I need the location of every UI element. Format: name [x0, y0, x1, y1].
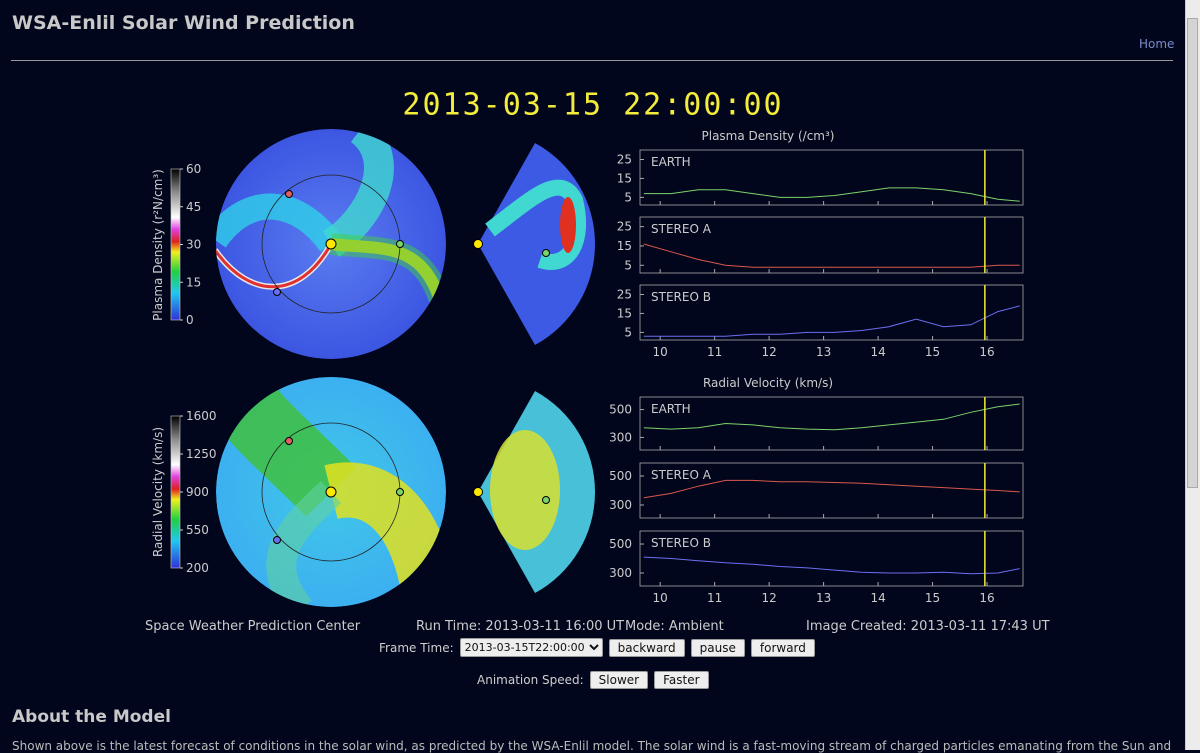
y-tick-label: 300 [609, 498, 632, 512]
panel-frame [639, 530, 1024, 587]
footer-run-time: Run Time: 2013-03-11 16:00 UT [416, 619, 624, 634]
panel-name: EARTH [651, 402, 691, 416]
colorbar-tick-label: 0 [186, 313, 194, 327]
frame-select[interactable]: 2013-03-15T22:00:00 [459, 638, 603, 657]
x-tick-label: 16 [979, 345, 994, 359]
x-tick-label: 12 [761, 591, 776, 605]
x-tick-label: 13 [816, 345, 831, 359]
home-link[interactable]: Home [1139, 37, 1175, 51]
colorbar-tick-label: 900 [186, 485, 209, 499]
frame-timestamp: 2013-03-15 22:00:00 [402, 88, 783, 123]
x-tick-label: 14 [870, 591, 885, 605]
footer-mode: Mode: Ambient [625, 619, 724, 634]
pause-button[interactable]: pause [690, 638, 745, 657]
y-tick-label: 500 [609, 469, 632, 483]
faster-button[interactable]: Faster [654, 671, 709, 689]
footer-center: Space Weather Prediction Center [145, 619, 361, 634]
panel-name: EARTH [651, 155, 691, 169]
panel-name: STEREO B [651, 290, 711, 304]
y-tick-label: 25 [617, 220, 632, 234]
forecast-figure: 2013-03-15 22:00:00 Plasma Density (r²N/… [145, 88, 1050, 635]
colorbar-tick-label: 200 [186, 561, 209, 575]
x-tick-label: 14 [870, 345, 885, 359]
y-tick-label: 5 [624, 190, 632, 204]
footer-created: Image Created: 2013-03-11 17:43 UT [806, 619, 1050, 634]
y-tick-label: 300 [609, 430, 632, 444]
y-tick-label: 5 [624, 325, 632, 339]
colorbar-tick-label: 45 [186, 200, 201, 214]
page-title: WSA-Enlil Solar Wind Prediction [12, 12, 355, 34]
frame-label: Frame Time: [379, 640, 454, 655]
series-line [643, 403, 1020, 431]
panel-frame [639, 462, 1024, 519]
plot-title: Radial Velocity (km/s) [703, 376, 833, 390]
x-tick-label: 10 [653, 591, 668, 605]
about-text: Shown above is the latest forecast of co… [12, 739, 1172, 753]
y-tick-label: 15 [617, 239, 632, 253]
figure-footer: Space Weather Prediction Center Run Time… [145, 619, 1050, 634]
panel-frame [639, 284, 1024, 341]
colorbar-tick-label: 1600 [186, 409, 217, 423]
x-tick-label: 12 [761, 345, 776, 359]
scrollbar-thumb[interactable] [1187, 18, 1198, 488]
frame-controls: Frame Time: 2013-03-15T22:00:00 backward… [379, 638, 815, 657]
y-tick-label: 500 [609, 537, 632, 551]
panel-name: STEREO A [651, 222, 712, 236]
colorbar-tick-label: 60 [186, 162, 201, 176]
x-tick-label: 10 [653, 345, 668, 359]
colorbar-tick-label: 1250 [186, 447, 217, 461]
panel-frame [639, 149, 1024, 206]
series-line [643, 187, 1020, 202]
velocity-wedge-feature [490, 430, 560, 550]
density-wedge-peak [560, 197, 576, 253]
density-wedge-feature [485, 179, 587, 270]
colorbar-tick-label: 15 [186, 275, 201, 289]
x-tick-label: 15 [925, 591, 940, 605]
y-tick-label: 25 [617, 287, 632, 301]
y-tick-label: 15 [617, 306, 632, 320]
y-tick-label: 500 [609, 403, 632, 417]
colorbar-tick-label: 550 [186, 523, 209, 537]
x-tick-label: 16 [979, 591, 994, 605]
speed-label: Animation Speed: [477, 673, 584, 687]
panel-name: STEREO A [651, 468, 712, 482]
colorbar-label: Radial Velocity (km/s) [151, 427, 165, 557]
panel-frame [639, 396, 1024, 451]
series-line [643, 556, 1020, 575]
colorbar-tick-label: 30 [186, 238, 201, 252]
series-line [643, 305, 1020, 337]
x-tick-label: 11 [707, 345, 722, 359]
series-line [643, 479, 1020, 499]
y-tick-label: 15 [617, 171, 632, 185]
forward-button[interactable]: forward [750, 638, 815, 657]
plot-title: Plasma Density (/cm³) [702, 129, 835, 143]
about-heading: About the Model [12, 707, 171, 727]
speed-controls: Animation Speed: Slower Faster [477, 671, 709, 689]
y-tick-label: 300 [609, 566, 632, 580]
y-tick-label: 25 [617, 152, 632, 166]
body-markers [273, 190, 550, 544]
x-tick-label: 15 [925, 345, 940, 359]
y-tick-label: 5 [624, 258, 632, 272]
slower-button[interactable]: Slower [589, 671, 649, 689]
density-colorbar [170, 168, 181, 321]
x-tick-label: 13 [816, 591, 831, 605]
panel-name: STEREO B [651, 536, 711, 550]
backward-button[interactable]: backward [608, 638, 685, 657]
velocity-colorbar [170, 415, 181, 569]
panel-frame [639, 216, 1024, 274]
series-line [643, 243, 1020, 268]
x-tick-label: 11 [707, 591, 722, 605]
header-rule [11, 60, 1173, 61]
colorbar-label: Plasma Density (r²N/cm³) [151, 169, 165, 321]
